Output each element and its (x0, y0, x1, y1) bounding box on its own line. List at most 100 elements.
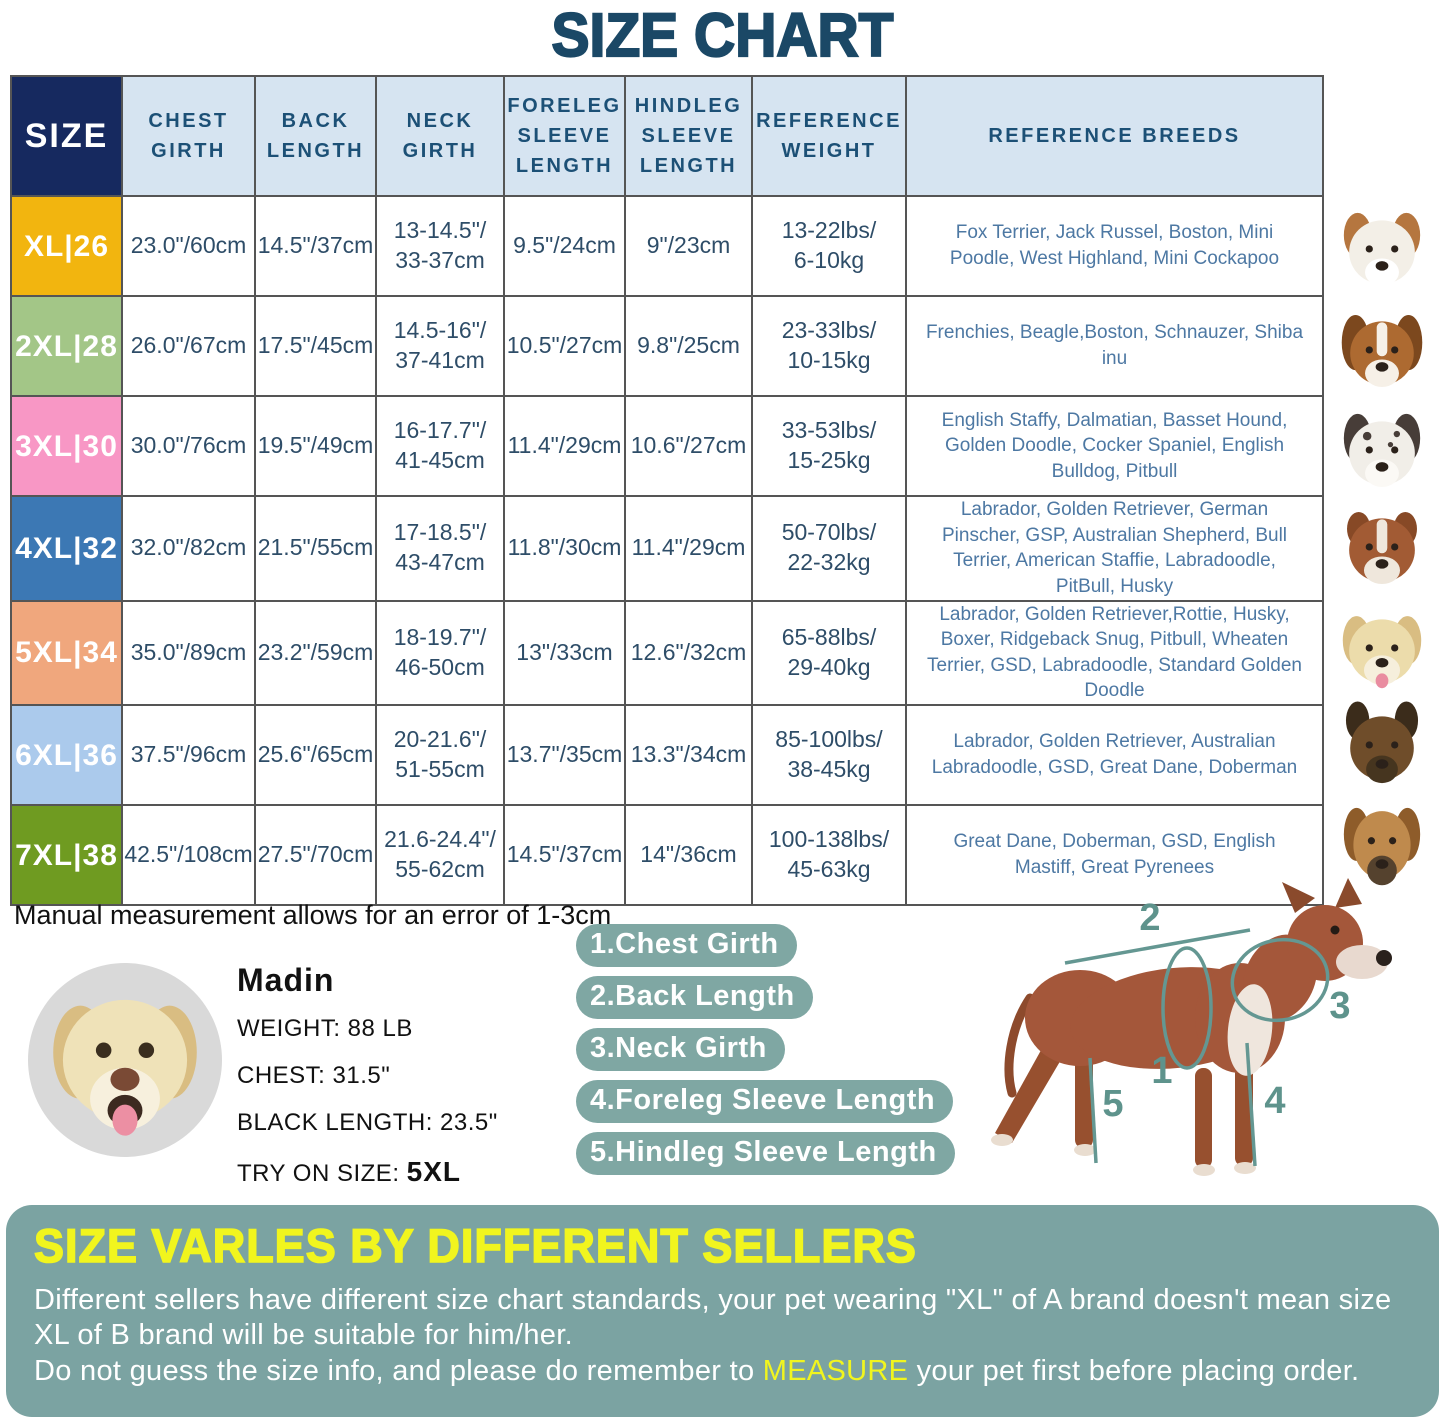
reference-breeds-value: Labrador, Golden Retriever,Rottie, Husky… (905, 599, 1324, 707)
try-on-size-value: 5XL (406, 1156, 462, 1187)
legend-chest-girth: 1.Chest Girth (576, 924, 797, 967)
warning-line-2-after: your pet first before placing order. (908, 1354, 1360, 1387)
hindleg-sleeve-value: 11.4"/29cm (624, 495, 753, 602)
header-size: SIZE (10, 75, 123, 197)
chest-girth-value: 23.0"/60cm (121, 195, 256, 297)
hindleg-sleeve-value: 10.6"/27cm (624, 395, 753, 497)
model-dog-photo (28, 963, 222, 1157)
diagram-label-3: 3 (1329, 985, 1350, 1027)
header-reference-breeds: REFERENCE BREEDS (905, 75, 1324, 197)
chest-girth-value: 30.0"/76cm (121, 395, 256, 497)
foreleg-sleeve-value: 9.5"/24cm (503, 195, 626, 297)
hindleg-sleeve-value: 9.8"/25cm (624, 295, 753, 397)
legend-foreleg-sleeve: 4.Foreleg Sleeve Length (576, 1080, 954, 1123)
measurement-note: Manual measurement allows for an error o… (14, 900, 612, 930)
back-length-value: 19.5"/49cm (254, 395, 377, 497)
diagram-label-1: 1 (1151, 1050, 1172, 1092)
foreleg-sleeve-value: 11.4"/29cm (503, 395, 626, 497)
chest-girth-value: 42.5"/108cm (121, 804, 256, 907)
header-back-length: BACK LENGTH (254, 75, 377, 197)
diagram-label-4: 4 (1264, 1080, 1285, 1122)
table-row: 7XL|38 42.5"/108cm 27.5"/70cm 21.6-24.4"… (10, 804, 1324, 907)
back-length-value: 27.5"/70cm (254, 804, 377, 907)
reference-weight-value: 33-53lbs/ 15-25kg (751, 395, 907, 497)
chest-girth-value: 32.0"/82cm (121, 495, 256, 602)
table-row: 5XL|34 35.0"/89cm 23.2"/59cm 18-19.7"/ 4… (10, 599, 1324, 707)
table-row: XL|26 23.0"/60cm 14.5"/37cm 13-14.5"/ 33… (10, 195, 1324, 297)
table-header-row: SIZE CHEST GIRTH BACK LENGTH NECK GIRTH … (10, 75, 1324, 197)
hindleg-sleeve-value: 14"/36cm (624, 804, 753, 907)
hindleg-sleeve-value: 9"/23cm (624, 195, 753, 297)
legend-back-length: 2.Back Length (576, 976, 813, 1019)
table-row: 2XL|28 26.0"/67cm 17.5"/45cm 14.5-16"/ 3… (10, 295, 1324, 397)
hindleg-sleeve-value: 13.3"/34cm (624, 704, 753, 807)
back-length-value: 23.2"/59cm (254, 599, 377, 707)
dog-photo-dalmatian (1326, 398, 1438, 504)
reference-weight-value: 85-100lbs/ 38-45kg (751, 704, 907, 807)
header-foreleg-sleeve-length: FORELEG SLEEVE LENGTH (503, 75, 626, 197)
neck-girth-value: 20-21.6"/ 51-55cm (375, 704, 505, 807)
reference-weight-value: 50-70lbs/ 22-32kg (751, 495, 907, 602)
reference-weight-value: 23-33lbs/ 10-15kg (751, 295, 907, 397)
size-label: 3XL|30 (10, 395, 123, 497)
size-label: 2XL|28 (10, 295, 123, 397)
dog-photo-jack-russell (1326, 197, 1438, 303)
neck-girth-value: 17-18.5"/ 43-47cm (375, 495, 505, 602)
reference-breeds-value: Labrador, Golden Retriever, Australian L… (905, 704, 1324, 807)
seller-warning-panel: SIZE VARLES BY DIFFERENT SELLERS Differe… (6, 1205, 1439, 1417)
reference-weight-value: 100-138lbs/ 45-63kg (751, 804, 907, 907)
reference-breeds-value: Fox Terrier, Jack Russel, Boston, Mini P… (905, 195, 1324, 297)
chest-girth-value: 35.0"/89cm (121, 599, 256, 707)
back-length-value: 17.5"/45cm (254, 295, 377, 397)
header-reference-weight: REFERENCE WEIGHT (751, 75, 907, 197)
size-label: 7XL|38 (10, 804, 123, 907)
back-length-value: 25.6"/65cm (254, 704, 377, 807)
dog-photo-labrador (1326, 596, 1438, 702)
foreleg-sleeve-value: 10.5"/27cm (503, 295, 626, 397)
table-row: 4XL|32 32.0"/82cm 21.5"/55cm 17-18.5"/ 4… (10, 495, 1324, 602)
dog-photo-german-shepherd (1326, 693, 1438, 799)
seller-warning-text: Different sellers have different size ch… (34, 1283, 1424, 1389)
foreleg-sleeve-value: 11.8"/30cm (503, 495, 626, 602)
reference-breeds-value: Frenchies, Beagle,Boston, Schnauzer, Shi… (905, 295, 1324, 397)
table-row: 6XL|36 37.5"/96cm 25.6"/65cm 20-21.6"/ 5… (10, 704, 1324, 807)
legend-hindleg-sleeve: 5.Hindleg Sleeve Length (576, 1132, 955, 1175)
warning-line-1: Different sellers have different size ch… (34, 1284, 1392, 1352)
measurement-legend: 1.Chest Girth 2.Back Length 3.Neck Girth… (576, 924, 955, 1184)
dog-photo-beagle (1326, 298, 1438, 404)
size-chart-table: SIZE CHEST GIRTH BACK LENGTH NECK GIRTH … (10, 75, 1324, 907)
chest-girth-value: 37.5"/96cm (121, 704, 256, 807)
model-info-card: Madin WEIGHT: 88 LB CHEST: 31.5" BLACK L… (237, 962, 567, 1207)
size-label: 6XL|36 (10, 704, 123, 807)
reference-breeds-value: English Staffy, Dalmatian, Basset Hound,… (905, 395, 1324, 497)
size-label: 4XL|32 (10, 495, 123, 602)
back-length-value: 14.5"/37cm (254, 195, 377, 297)
header-hindleg-sleeve-length: HINDLEG SLEEVE LENGTH (624, 75, 753, 197)
model-try-on: TRY ON SIZE: 5XL (237, 1156, 567, 1188)
size-label: XL|26 (10, 195, 123, 297)
dog-photo-american-staffie (1326, 495, 1438, 601)
header-neck-girth: NECK GIRTH (375, 75, 505, 197)
seller-warning-heading: SIZE VARLES BY DIFFERENT SELLERS (33, 1218, 917, 1273)
model-weight: WEIGHT: 88 LB (237, 1015, 413, 1042)
header-chest-girth: CHEST GIRTH (121, 75, 256, 197)
diagram-label-5: 5 (1102, 1083, 1123, 1125)
neck-girth-value: 16-17.7"/ 41-45cm (375, 395, 505, 497)
foreleg-sleeve-value: 14.5"/37cm (503, 804, 626, 907)
neck-girth-value: 13-14.5"/ 33-37cm (375, 195, 505, 297)
reference-weight-value: 13-22lbs/ 6-10kg (751, 195, 907, 297)
chest-girth-value: 26.0"/67cm (121, 295, 256, 397)
measure-highlight: MEASURE (762, 1354, 909, 1387)
reference-breeds-value: Labrador, Golden Retriever, German Pinsc… (905, 495, 1324, 602)
foreleg-sleeve-value: 13.7"/35cm (503, 704, 626, 807)
neck-girth-value: 14.5-16"/ 37-41cm (375, 295, 505, 397)
model-chest: CHEST: 31.5" (237, 1062, 391, 1089)
model-back-length: BLACK LENGTH: 23.5" (237, 1109, 498, 1136)
warning-line-2-before: Do not guess the size info, and please d… (34, 1354, 763, 1387)
neck-girth-value: 21.6-24.4"/ 55-62cm (375, 804, 505, 907)
reference-weight-value: 65-88lbs/ 29-40kg (751, 599, 907, 707)
back-length-value: 21.5"/55cm (254, 495, 377, 602)
dog-photo-great-dane (1326, 792, 1438, 898)
measurement-diagram-dog: 1 2 3 4 5 (991, 878, 1392, 1176)
